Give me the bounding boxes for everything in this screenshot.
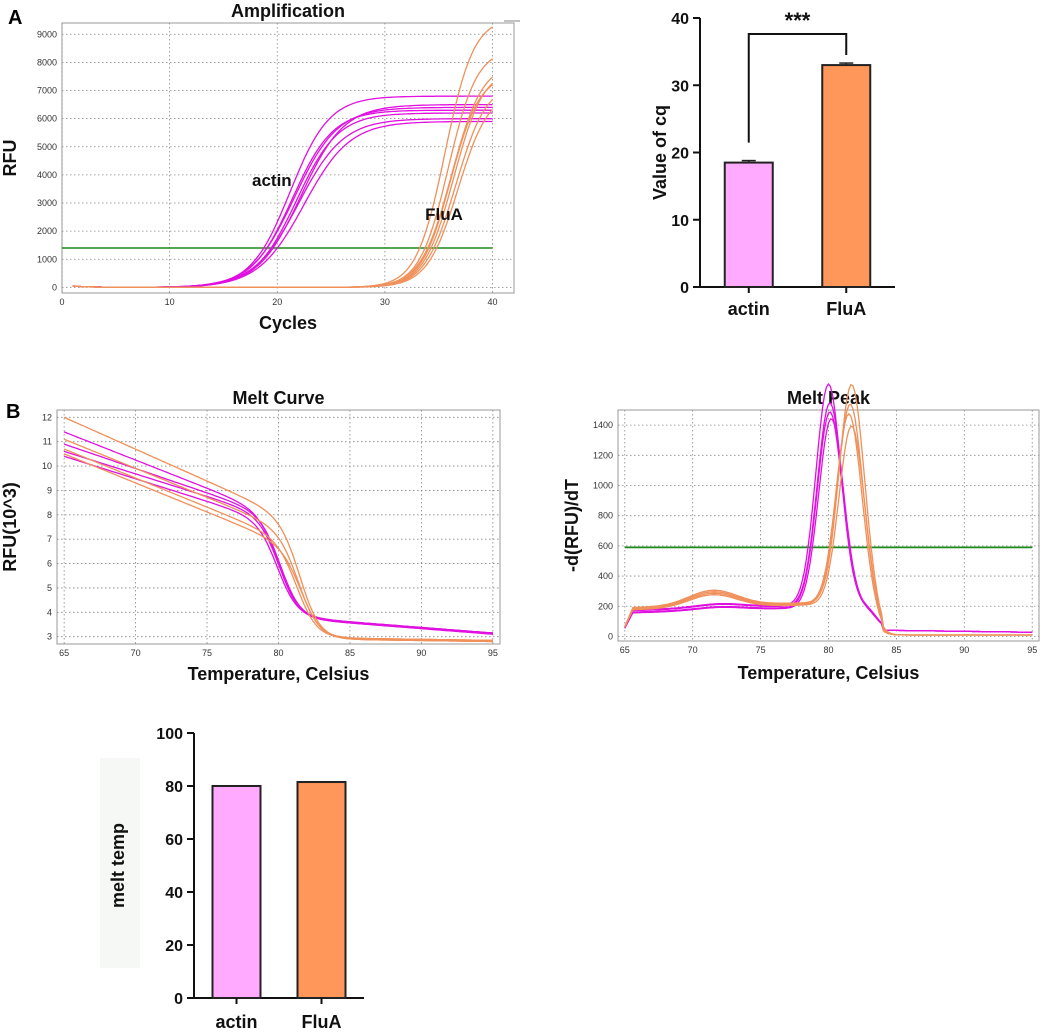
melt-curve-actin-4 [63,431,493,634]
y-tick-label: 8000 [37,57,57,67]
y-tick-label: 9000 [37,29,57,39]
x-tick-label: 80 [273,648,283,658]
y-tick-label: 800 [598,511,613,521]
amplification-curve-flua-7 [72,108,494,289]
x-tick-label: 0 [59,297,64,307]
melt-curve-chart: 65 70 75 80 85 90 95 3 4 5 6 7 8 9 10 11 12 Melt Curve Tem… [0,388,501,684]
y-tick-label: 0 [52,282,57,292]
y-tick-label: 3 [47,632,52,642]
x-tick-label: 85 [345,648,355,658]
y-tick-label: 40 [671,11,689,28]
y-tick-label: 4000 [37,170,57,180]
y-tick-label: 1000 [593,480,613,490]
x-tick-label: 20 [272,297,282,307]
bar-actin [723,161,774,288]
y-tick-label: 6000 [37,114,57,124]
x-tick-label: 40 [487,297,497,307]
x-axis-label: Temperature, Celsius [738,663,920,683]
x-tick-label: 95 [1027,645,1037,655]
chart-title: Melt Peak [787,388,871,408]
bar-flua [821,64,872,288]
x-tick-label: 70 [131,648,141,658]
bar-actin [211,785,262,999]
y-tick-label: 60 [165,832,183,849]
y-tick-label: 8 [47,510,52,520]
x-category-label: FluA [302,1012,342,1032]
y-tick-label: 4 [47,607,52,617]
x-axis-label: Temperature, Celsius [188,664,370,684]
y-tick-label: 80 [165,779,183,796]
y-axis-label: RFU [0,140,20,177]
y-tick-label: 0 [608,631,613,641]
x-category-label: actin [215,1012,257,1032]
melt-peak-actin-4 [624,418,1033,633]
amplification-chart: 0 10 20 30 40 0 1000 2000 3000 4000 5000 6000 7000 80… [0,1,520,333]
y-tick-label: 1200 [593,450,613,460]
x-tick-label: 75 [756,645,766,655]
y-label-background [100,758,140,968]
melt-peak-chart: 65 70 75 80 85 90 95 0 200 400 600 800 1000 1200 1400 M… [562,382,1040,683]
x-category-label: actin [728,299,770,319]
y-tick-label: 6 [47,559,52,569]
y-axis-label: Value of cq [650,105,670,200]
x-tick-label: 90 [416,648,426,658]
y-tick-label: 20 [671,146,689,163]
y-tick-label: 20 [165,938,183,955]
x-tick-label: 75 [202,648,212,658]
cq-bar-chart: 0 10 20 30 40 actin FluA Value of cq *** [650,8,895,319]
y-tick-label: 5 [47,583,52,593]
annotation-actin: actin [252,171,292,190]
y-axis-label: melt temp [108,823,128,908]
panel-label-b: B [6,401,20,423]
x-category-label: FluA [826,299,866,319]
x-tick-label: 90 [959,645,969,655]
y-tick-label: 2000 [37,226,57,236]
y-tick-label: 12 [42,412,52,422]
y-tick-label: 0 [680,280,689,297]
y-tick-label: 200 [598,601,613,611]
x-tick-label: 30 [380,297,390,307]
y-tick-label: 7 [47,534,52,544]
y-tick-label: 400 [598,571,613,581]
y-tick-label: 10 [42,461,52,471]
x-axis-label: Cycles [259,313,317,333]
y-tick-label: 1000 [37,254,57,264]
x-tick-label: 95 [488,648,498,658]
significance-bracket [747,33,848,143]
y-tick-label: 11 [43,437,52,447]
y-axis-label: -d(RFU)/dT [562,479,582,572]
x-tick-label: 70 [688,645,698,655]
y-tick-label: 5000 [37,142,57,152]
y-tick-label: 40 [165,885,183,902]
annotation-flua: FluA [425,205,463,224]
y-tick-label: 1400 [593,420,613,430]
y-tick-label: 600 [598,541,613,551]
y-tick-label: 10 [671,213,689,230]
panel-label-a: A [8,7,22,29]
y-tick-label: 30 [671,78,689,95]
significance-stars: *** [785,8,811,33]
x-tick-label: 80 [823,645,833,655]
melt-peak-flua-4 [624,425,1033,636]
y-tick-label: 100 [156,726,183,743]
y-tick-label: 0 [174,991,183,1008]
x-tick-label: 10 [165,297,175,307]
x-tick-label: 85 [891,645,901,655]
y-tick-label: 7000 [37,86,57,96]
x-tick-label: 65 [620,645,630,655]
y-tick-label: 3000 [37,198,57,208]
melt-curve-flua-4 [63,453,493,643]
x-tick-label: 65 [59,648,69,658]
plot-area [61,22,515,294]
chart-title: Melt Curve [232,388,324,408]
bar-flua [296,781,347,1000]
chart-title: Amplification [231,1,345,21]
y-axis-label: RFU(10^3) [0,482,20,572]
y-tick-label: 9 [47,485,52,495]
melt-temp-bar-chart: 0 20 40 60 80 100 actin FluA melt temp [100,726,364,1032]
